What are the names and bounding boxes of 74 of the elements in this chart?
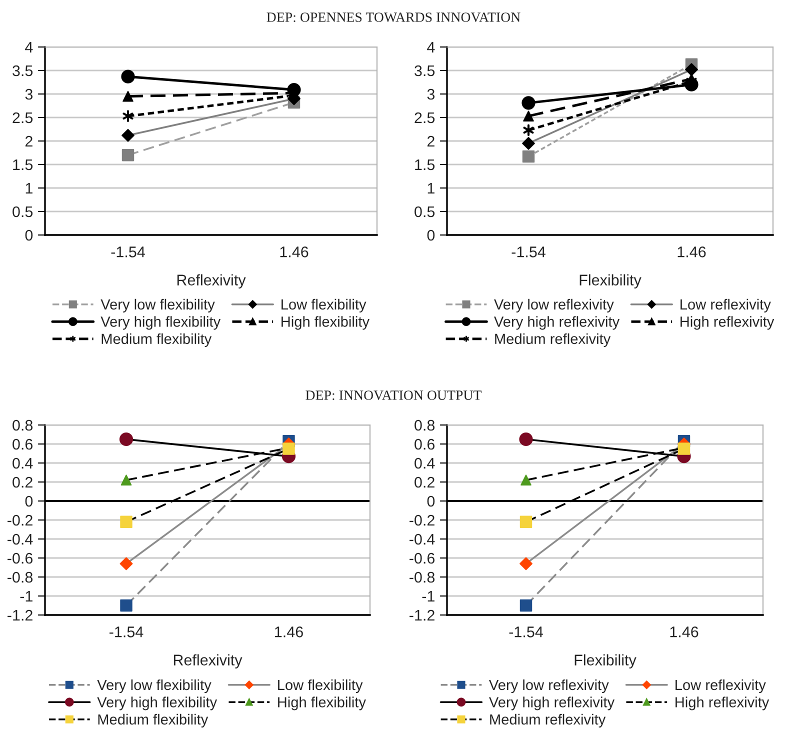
legend-label: Low reflexivity [676, 679, 766, 694]
legend-label: High reflexivity [676, 696, 770, 710]
y-tick-label: 1.5 [415, 160, 435, 170]
y-tick-label: -0.6 [8, 552, 33, 564]
legend-label: Very low reflexivity [494, 298, 614, 312]
legend-label: Low reflexivity [680, 298, 771, 312]
y-tick-label: 3 [25, 88, 33, 100]
legend-label: Very high flexibility [100, 316, 221, 330]
legend-label: High reflexivity [680, 316, 774, 330]
legend-label: Medium reflexivity [490, 714, 606, 728]
legend-label: Very high flexibility [97, 696, 218, 710]
x-axis-title: Flexibility [580, 274, 642, 288]
y-tick-label: 3.5 [414, 65, 435, 76]
y-tick-label: 1.5 [13, 160, 33, 170]
y-tick-label: 1 [428, 183, 434, 194]
x-axis-title: Flexibility [574, 654, 636, 668]
x-axis-title: Reflexivity [177, 274, 246, 288]
y-tick-label: 0.2 [414, 476, 434, 488]
y-tick-label: 0.8 [414, 420, 435, 431]
y-tick-label: -0.2 [410, 514, 434, 526]
legend-label: Very high reflexivity [494, 316, 620, 330]
y-tick-label: -0.2 [8, 514, 32, 526]
y-tick-label: 0 [25, 230, 33, 241]
y-tick-label: -1 [422, 591, 434, 602]
y-tick-label: -1.2 [410, 610, 434, 621]
x-tick-label: -1.54 [512, 246, 546, 258]
y-tick-label: 2.5 [12, 112, 33, 124]
y-tick-label: 2.5 [414, 112, 435, 124]
y-tick-label: 0.5 [12, 206, 33, 218]
y-tick-label: 0.6 [414, 438, 435, 450]
y-tick-label: -0.6 [410, 552, 435, 564]
y-tick-label: 0 [25, 496, 33, 507]
x-tick-label: -1.54 [509, 626, 543, 638]
y-tick-label: 3.5 [12, 65, 33, 76]
legend-label: Medium reflexivity [495, 333, 611, 347]
chart-title: DEP: OPENNES TOWARDS INNOVATION [266, 12, 520, 22]
x-tick-label: -1.54 [110, 626, 144, 638]
y-tick-label: 1 [26, 183, 32, 194]
legend-label: Very high reflexivity [489, 696, 615, 710]
x-axis-title: Reflexivity [174, 654, 242, 668]
x-tick-label: -1.54 [111, 246, 145, 258]
y-tick-label: 0 [427, 496, 435, 507]
y-tick-label: 0.4 [414, 458, 435, 469]
legend-label: Low flexibility [282, 298, 366, 312]
y-tick-label: 0.4 [12, 458, 33, 469]
y-tick-label: -0.4 [8, 534, 33, 545]
x-tick-label: 1.46 [280, 246, 308, 258]
y-tick-label: 0 [427, 230, 435, 241]
legend-label: Medium flexibility [98, 714, 208, 728]
legend-label: Very low reflexivity [489, 679, 609, 694]
legend-label: Very low flexibility [100, 298, 215, 312]
y-tick-label: 4 [427, 42, 435, 53]
y-tick-label: -0.8 [410, 572, 435, 583]
y-tick-label: 0.5 [414, 206, 435, 218]
y-tick-label: -0.4 [410, 534, 435, 545]
legend-label: Medium flexibility [102, 333, 212, 347]
legend-label: High flexibility [282, 316, 370, 330]
x-tick-label: 1.46 [670, 626, 698, 638]
y-tick-label: 0.8 [12, 420, 33, 431]
y-tick-label: 0.2 [12, 476, 32, 488]
y-tick-label: 2 [25, 136, 32, 147]
y-tick-label: -1 [20, 591, 32, 602]
y-tick-label: 2 [427, 136, 434, 147]
y-tick-label: -1.2 [8, 610, 32, 621]
y-tick-label: 3 [427, 88, 435, 100]
chart-title: DEP: INNOVATION OUTPUT [306, 390, 482, 400]
y-tick-label: 0.6 [12, 438, 33, 450]
legend-label: High flexibility [278, 696, 366, 710]
y-tick-label: -0.8 [8, 572, 33, 583]
x-tick-label: 1.46 [275, 626, 303, 638]
y-tick-label: 4 [25, 42, 33, 53]
x-tick-label: 1.46 [678, 246, 706, 258]
legend-label: Very low flexibility [97, 679, 212, 694]
legend-label: Low flexibility [278, 679, 363, 694]
